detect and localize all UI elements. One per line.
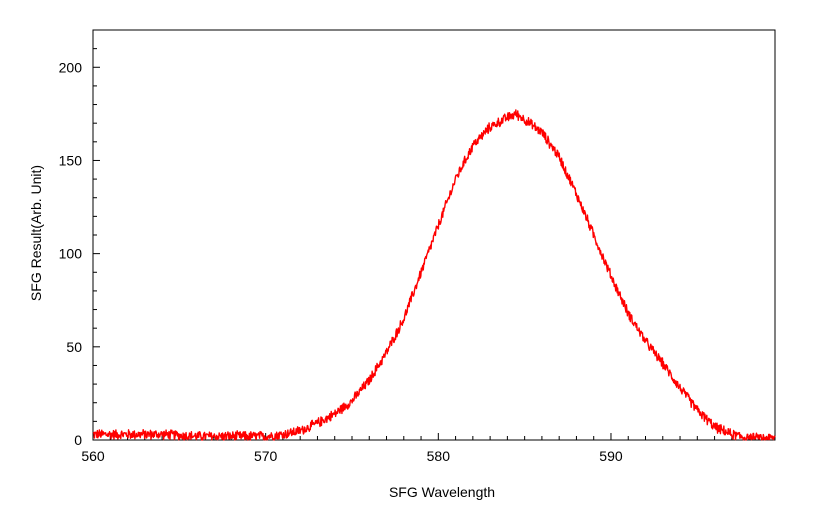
y-tick-label: 0 xyxy=(74,432,82,448)
y-axis-title: SFG Result(Arb. Unit) xyxy=(28,165,44,301)
series-line xyxy=(92,109,776,441)
y-tick-label: 50 xyxy=(66,339,82,355)
x-tick-label: 560 xyxy=(81,448,105,464)
x-axis-title: SFG Wavelength xyxy=(389,484,495,500)
y-axis: 0 50 100 150 200 xyxy=(59,29,100,448)
x-tick-label: 580 xyxy=(427,448,451,464)
y-tick-label: 100 xyxy=(59,246,83,262)
x-tick-label: 570 xyxy=(254,448,278,464)
x-tick-label: 590 xyxy=(599,448,623,464)
x-axis: 560 570 580 590 xyxy=(81,433,767,464)
y-tick-label: 150 xyxy=(59,152,83,168)
series-layer xyxy=(92,109,776,441)
y-tick-label: 200 xyxy=(59,59,83,75)
